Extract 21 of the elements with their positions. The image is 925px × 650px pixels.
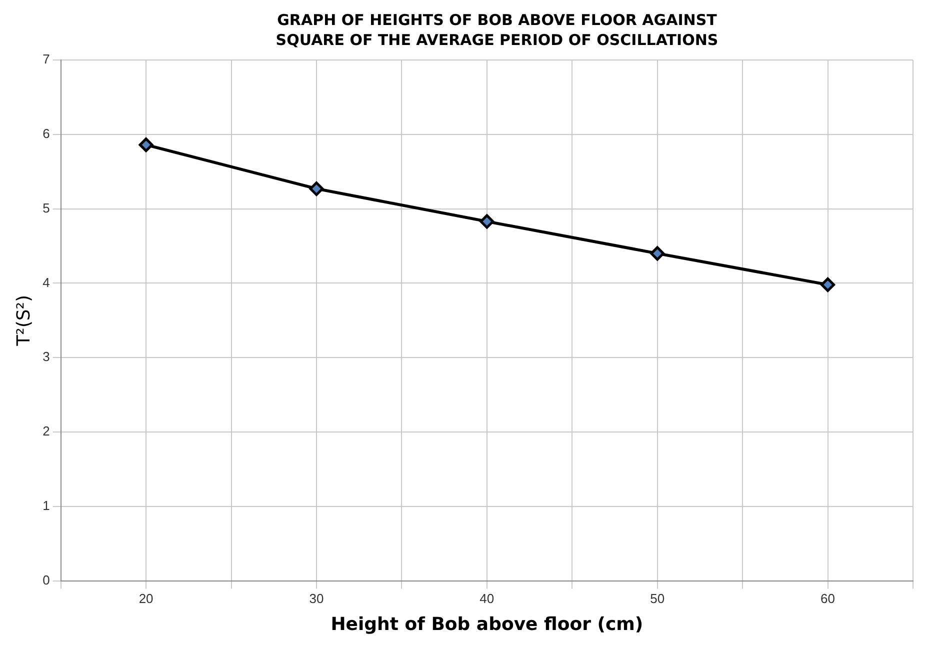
x-tick-label: 30 — [309, 591, 324, 606]
x-tick-label: 60 — [820, 591, 836, 606]
y-tick-label: 6 — [42, 126, 50, 141]
y-tick-label: 4 — [42, 274, 50, 290]
chart-title: GRAPH OF HEIGHTS OF BOB ABOVE FLOOR AGAINST SQUARE OF THE AVERAGE PERIOD OF OSCILLATIONS — [274, 10, 720, 50]
y-tick-label: 1 — [42, 498, 50, 513]
x-axis-title: Height of Bob above floor (cm) — [330, 614, 644, 635]
x-tick-label: 50 — [650, 591, 665, 606]
point — [480, 214, 494, 229]
y-tick-label: 3 — [42, 349, 50, 364]
y-tick-label: 5 — [42, 200, 50, 216]
point — [309, 181, 324, 196]
x-tick-label: 40 — [480, 591, 494, 606]
point — [650, 246, 665, 261]
y-axis-title: T²(S²) — [13, 294, 34, 347]
y-tick-label: 7 — [42, 52, 50, 67]
x-tick-label: 20 — [138, 591, 154, 606]
y-tick-label: 0 — [42, 572, 50, 588]
point — [820, 277, 836, 292]
point — [138, 138, 154, 152]
y-tick-label: 2 — [42, 424, 50, 439]
